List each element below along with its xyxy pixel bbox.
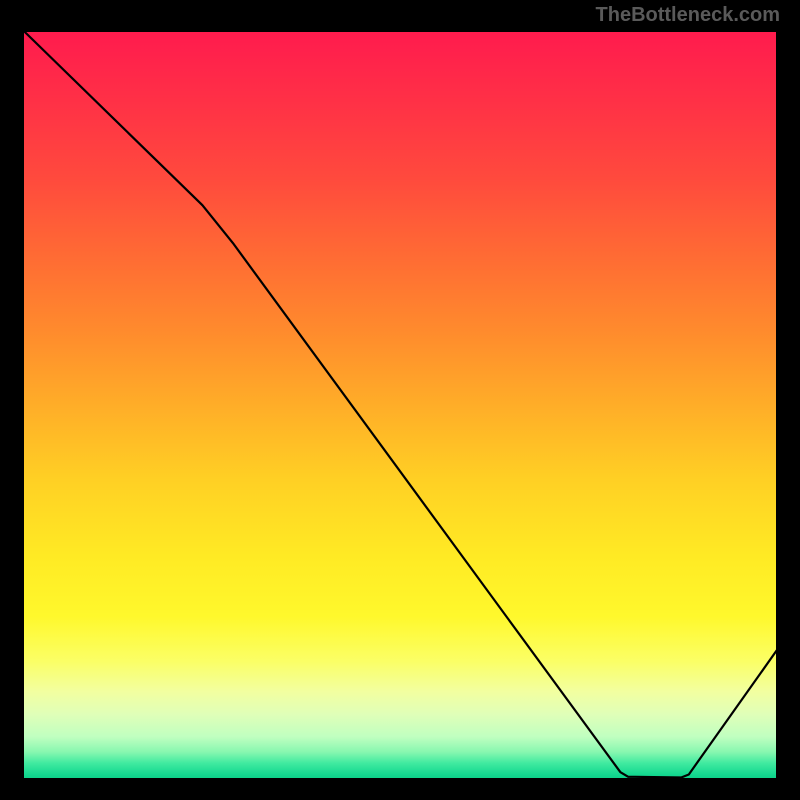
- bottleneck-curve: [20, 28, 780, 782]
- watermark-text: TheBottleneck.com: [596, 4, 780, 27]
- chart-container: [20, 28, 780, 782]
